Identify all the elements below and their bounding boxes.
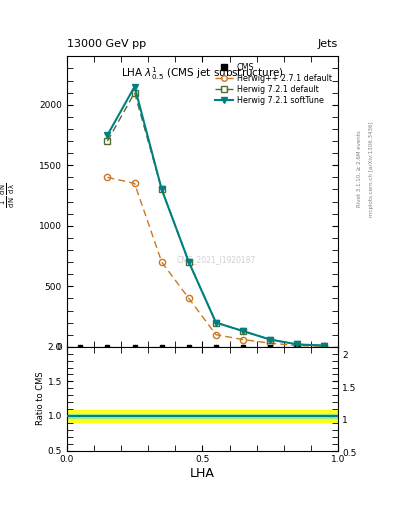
- CMS: [322, 344, 327, 350]
- Herwig++ 2.7.1 default: [268, 340, 273, 346]
- Herwig 7.2.1 softTune: [241, 328, 245, 334]
- Text: 1: 1: [342, 416, 348, 425]
- CMS: [214, 344, 219, 350]
- Herwig++ 2.7.1 default: [132, 180, 137, 186]
- Herwig 7.2.1 softTune: [187, 259, 191, 265]
- Herwig 7.2.1 softTune: [105, 132, 110, 138]
- Text: $\mathregular{\frac{1}{d\,N}\,\frac{d\,N}{d\,\lambda}}$: $\mathregular{\frac{1}{d\,N}\,\frac{d\,N…: [0, 182, 17, 207]
- Herwig 7.2.1 softTune: [322, 343, 327, 349]
- Text: 0.5: 0.5: [342, 449, 356, 458]
- Herwig 7.2.1 default: [295, 342, 300, 348]
- Line: Herwig 7.2.1 softTune: Herwig 7.2.1 softTune: [108, 87, 325, 346]
- X-axis label: LHA: LHA: [190, 467, 215, 480]
- Herwig 7.2.1 default: [214, 319, 219, 326]
- Herwig 7.2.1 default: [322, 343, 327, 349]
- Herwig 7.2.1 softTune: [268, 336, 273, 343]
- CMS: [187, 344, 191, 350]
- CMS: [241, 344, 245, 350]
- Herwig 7.2.1 softTune: [132, 83, 137, 90]
- Y-axis label: Ratio to CMS: Ratio to CMS: [36, 372, 45, 425]
- Line: Herwig++ 2.7.1 default: Herwig++ 2.7.1 default: [108, 177, 325, 346]
- Line: CMS: CMS: [78, 345, 327, 349]
- Text: 13000 GeV pp: 13000 GeV pp: [67, 38, 146, 49]
- Text: 1.5: 1.5: [342, 384, 356, 393]
- Herwig 7.2.1 default: [268, 336, 273, 343]
- Herwig 7.2.1 default: [160, 186, 164, 193]
- Herwig 7.2.1 default: [105, 138, 110, 144]
- Text: mcplots.cern.ch [arXiv:1306.3436]: mcplots.cern.ch [arXiv:1306.3436]: [369, 121, 374, 217]
- Text: Jets: Jets: [318, 38, 338, 49]
- Herwig 7.2.1 softTune: [160, 186, 164, 193]
- CMS: [268, 344, 273, 350]
- Herwig 7.2.1 default: [241, 328, 245, 334]
- CMS: [78, 344, 83, 350]
- Text: 2: 2: [342, 351, 347, 360]
- Herwig 7.2.1 default: [187, 259, 191, 265]
- Herwig++ 2.7.1 default: [241, 336, 245, 343]
- Herwig++ 2.7.1 default: [322, 343, 327, 349]
- Herwig 7.2.1 softTune: [214, 319, 219, 326]
- Line: Herwig 7.2.1 default: Herwig 7.2.1 default: [108, 93, 325, 346]
- Text: Rivet 3.1.10, ≥ 2.6M events: Rivet 3.1.10, ≥ 2.6M events: [357, 131, 362, 207]
- Herwig++ 2.7.1 default: [160, 259, 164, 265]
- Herwig++ 2.7.1 default: [214, 332, 219, 338]
- Text: CMS_2021_I1920187: CMS_2021_I1920187: [176, 255, 255, 264]
- Herwig 7.2.1 default: [132, 90, 137, 96]
- CMS: [132, 344, 137, 350]
- Herwig++ 2.7.1 default: [295, 343, 300, 349]
- Legend: CMS, Herwig++ 2.7.1 default, Herwig 7.2.1 default, Herwig 7.2.1 softTune: CMS, Herwig++ 2.7.1 default, Herwig 7.2.…: [212, 60, 334, 107]
- CMS: [105, 344, 110, 350]
- Herwig++ 2.7.1 default: [187, 295, 191, 302]
- Text: LHA $\lambda^{1}_{0.5}$ (CMS jet substructure): LHA $\lambda^{1}_{0.5}$ (CMS jet substru…: [121, 65, 284, 82]
- Herwig 7.2.1 softTune: [295, 342, 300, 348]
- CMS: [160, 344, 164, 350]
- Herwig++ 2.7.1 default: [105, 174, 110, 180]
- CMS: [295, 344, 300, 350]
